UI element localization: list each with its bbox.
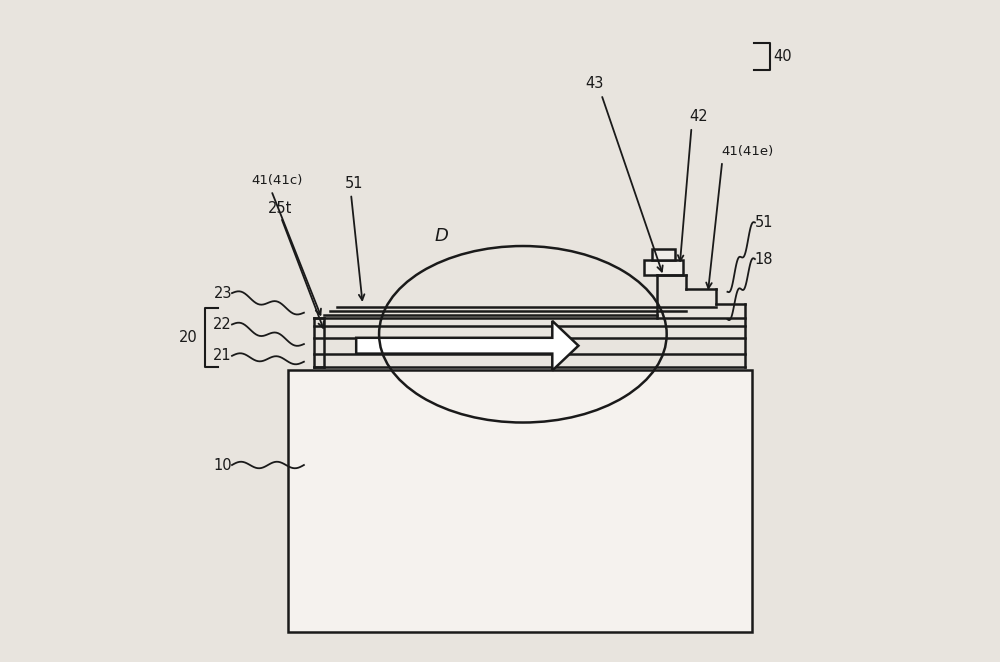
Text: 40: 40 xyxy=(773,49,792,64)
Text: 10: 10 xyxy=(213,457,232,473)
Text: 25t: 25t xyxy=(268,201,292,216)
Text: 41(41e): 41(41e) xyxy=(721,145,773,158)
Bar xyxy=(644,260,683,275)
Text: 23: 23 xyxy=(213,285,232,301)
Text: 42: 42 xyxy=(690,109,708,124)
Polygon shape xyxy=(356,321,578,371)
Text: 51: 51 xyxy=(755,215,773,230)
Text: 20: 20 xyxy=(179,330,198,345)
Bar xyxy=(288,370,752,632)
Bar xyxy=(652,249,675,260)
Text: D: D xyxy=(434,227,448,245)
Text: 22: 22 xyxy=(213,317,232,332)
Text: 18: 18 xyxy=(755,252,773,267)
Text: 41(41c): 41(41c) xyxy=(252,174,303,187)
Text: 43: 43 xyxy=(586,76,604,91)
Text: 21: 21 xyxy=(213,348,232,363)
Text: 51: 51 xyxy=(345,177,364,191)
